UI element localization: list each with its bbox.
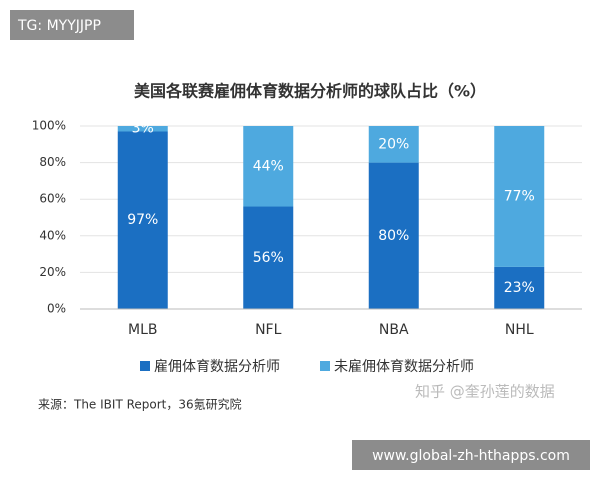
y-tick-label: 80%: [39, 155, 66, 169]
url: www.global-zh-hthapps.com: [372, 448, 570, 464]
bar-segment: [494, 126, 545, 267]
value-label: 97%: [127, 212, 158, 228]
legend-label: 未雇佣体育数据分析师: [334, 358, 474, 375]
y-tick-label: 40%: [39, 228, 66, 242]
url-box: [352, 440, 590, 470]
y-tick-label: 100%: [32, 119, 66, 133]
value-label: 44%: [253, 158, 284, 174]
y-tick-label: 20%: [39, 265, 66, 279]
legend-swatch: [320, 361, 330, 371]
legend-swatch: [140, 361, 150, 371]
tag-box: [10, 10, 134, 40]
watermark: 知乎 @奎孙莲的数据: [415, 383, 555, 401]
value-label: 20%: [378, 136, 409, 152]
y-tick-label: 60%: [39, 192, 66, 206]
value-label: 3%: [132, 121, 154, 137]
source: 来源：The IBIT Report，36氪研究院: [38, 397, 242, 412]
bar-segment: [368, 126, 419, 163]
chart-title: 美国各联赛雇佣体育数据分析师的球队占比（%）: [134, 82, 486, 101]
x-tick-label: NFL: [255, 322, 282, 338]
y-tick-label: 0%: [47, 302, 66, 316]
bar-segment: [494, 266, 545, 309]
x-tick-label: MLB: [128, 322, 157, 338]
tag: TG: MYYJJPP: [17, 18, 101, 34]
x-tick-label: NHL: [505, 322, 534, 338]
bar-segment: [368, 162, 419, 309]
value-label: 80%: [378, 228, 409, 244]
bar-segment: [243, 126, 294, 207]
bar-segment: [243, 206, 294, 309]
x-tick-label: NBA: [379, 322, 409, 338]
bar-segment: [117, 131, 168, 309]
legend-label: 雇佣体育数据分析师: [154, 358, 280, 375]
value-label: 23%: [504, 280, 535, 296]
value-label: 56%: [253, 250, 284, 266]
value-label: 77%: [504, 188, 535, 204]
bar-segment: [117, 126, 168, 132]
